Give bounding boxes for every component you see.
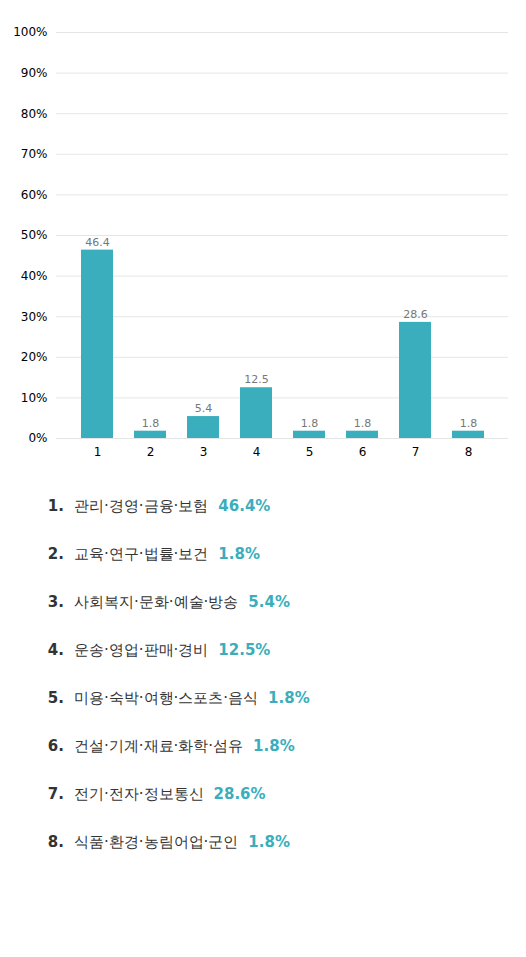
html-text:건설·기계·재료·화학·섬유: 건설·기계·재료·화학·섬유 bbox=[74, 737, 244, 755]
svg-text:7: 7 bbox=[412, 445, 420, 459]
html-text:1.: 1. bbox=[47, 497, 64, 515]
svg-text:60%: 60% bbox=[21, 188, 48, 202]
html-text:미용·숙박·여행·스포츠·음식: 미용·숙박·여행·스포츠·음식 bbox=[74, 689, 259, 707]
svg-text:1.8: 1.8 bbox=[354, 417, 372, 430]
html-text:1.8%: 1.8% bbox=[253, 737, 295, 755]
html-text:12.5%: 12.5% bbox=[218, 641, 271, 659]
html-text:관리·경영·금융·보험: 관리·경영·금융·보험 bbox=[74, 497, 209, 515]
svg-text:3: 3 bbox=[200, 445, 208, 459]
html-text:4.: 4. bbox=[47, 641, 64, 659]
svg-text:20%: 20% bbox=[21, 350, 48, 364]
html-text:46.4%: 46.4% bbox=[218, 497, 271, 515]
html-text:3.: 3. bbox=[47, 593, 64, 611]
html-text:사회복지·문화·예술·방송: 사회복지·문화·예술·방송 bbox=[74, 593, 239, 611]
svg-text:1.8: 1.8 bbox=[301, 417, 319, 430]
html-text:전기·전자·정보통신: 전기·전자·정보통신 bbox=[74, 785, 204, 803]
svg-text:5: 5 bbox=[306, 445, 314, 459]
svg-text:30%: 30% bbox=[21, 310, 48, 324]
svg-text:0%: 0% bbox=[28, 431, 47, 445]
svg-text:12.5: 12.5 bbox=[244, 373, 269, 386]
html-text:5.4%: 5.4% bbox=[248, 593, 290, 611]
svg-text:28.6: 28.6 bbox=[403, 308, 428, 321]
svg-text:80%: 80% bbox=[21, 107, 48, 121]
svg-text:70%: 70% bbox=[21, 147, 48, 161]
html-text:2.: 2. bbox=[47, 545, 64, 563]
html-text:1.8%: 1.8% bbox=[268, 689, 310, 707]
html-text:1.8%: 1.8% bbox=[248, 833, 290, 851]
html-text:8.: 8. bbox=[47, 833, 64, 851]
html-text:운송·영업·판매·경비: 운송·영업·판매·경비 bbox=[74, 641, 209, 659]
html-text:교육·연구·법률·보건: 교육·연구·법률·보건 bbox=[74, 545, 209, 563]
svg-text:90%: 90% bbox=[21, 66, 48, 80]
svg-text:5.4: 5.4 bbox=[195, 402, 213, 415]
svg-text:10%: 10% bbox=[21, 391, 48, 405]
svg-text:46.4: 46.4 bbox=[85, 236, 110, 249]
svg-text:2: 2 bbox=[147, 445, 155, 459]
html-text:28.6%: 28.6% bbox=[213, 785, 266, 803]
html-text:식품·환경·농림어업·군인: 식품·환경·농림어업·군인 bbox=[74, 833, 239, 851]
svg-text:4: 4 bbox=[253, 445, 261, 459]
svg-text:50%: 50% bbox=[21, 228, 48, 242]
html-text:7.: 7. bbox=[47, 785, 64, 803]
svg-text:6: 6 bbox=[359, 445, 367, 459]
svg-text:1.8: 1.8 bbox=[142, 417, 160, 430]
svg-text:1: 1 bbox=[94, 445, 102, 459]
svg-text:100%: 100% bbox=[13, 25, 47, 39]
svg-text:40%: 40% bbox=[21, 269, 48, 283]
svg-text:8: 8 bbox=[465, 445, 473, 459]
html-text:5.: 5. bbox=[47, 689, 64, 707]
html-text:1.8%: 1.8% bbox=[218, 545, 260, 563]
svg-text:1.8: 1.8 bbox=[460, 417, 478, 430]
html-text:6.: 6. bbox=[47, 737, 64, 755]
